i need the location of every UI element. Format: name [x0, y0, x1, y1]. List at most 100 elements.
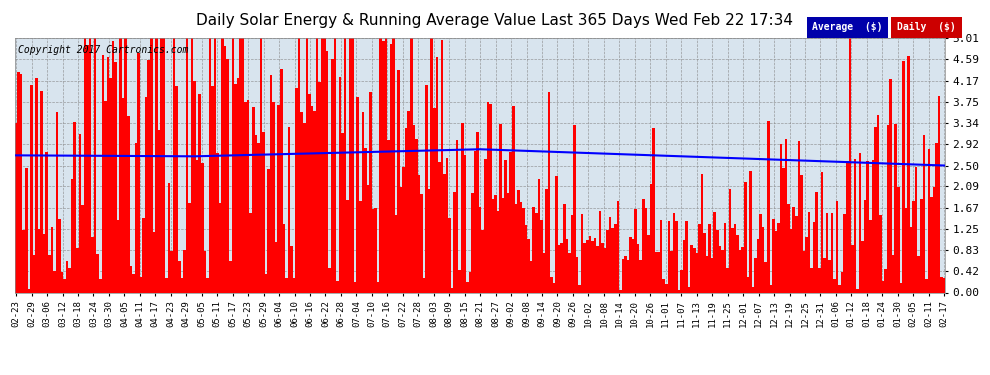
- Bar: [102, 55, 104, 292]
- Bar: [222, 38, 224, 292]
- Bar: [180, 278, 183, 292]
- Bar: [348, 38, 351, 292]
- Bar: [502, 198, 504, 292]
- Bar: [714, 212, 716, 292]
- Bar: [86, 45, 89, 292]
- Bar: [89, 38, 91, 292]
- Bar: [145, 97, 148, 292]
- Bar: [680, 270, 683, 292]
- Bar: [216, 153, 219, 292]
- Bar: [188, 202, 191, 292]
- Bar: [249, 213, 252, 292]
- Bar: [685, 220, 688, 292]
- Bar: [841, 272, 843, 292]
- Bar: [73, 122, 76, 292]
- Bar: [306, 38, 308, 292]
- Bar: [637, 244, 640, 292]
- Bar: [46, 152, 48, 292]
- Bar: [405, 128, 408, 292]
- Bar: [321, 38, 324, 292]
- Bar: [288, 127, 290, 292]
- Bar: [696, 253, 698, 292]
- Bar: [614, 225, 617, 292]
- Bar: [790, 229, 792, 292]
- Bar: [254, 135, 257, 292]
- Bar: [112, 41, 114, 292]
- Bar: [282, 224, 285, 292]
- Bar: [643, 199, 644, 292]
- Bar: [441, 40, 444, 292]
- Bar: [41, 91, 43, 292]
- Bar: [497, 211, 499, 292]
- Bar: [165, 278, 168, 292]
- Bar: [660, 220, 662, 292]
- Bar: [448, 218, 450, 292]
- Bar: [565, 239, 568, 292]
- Bar: [560, 243, 563, 292]
- Bar: [120, 38, 122, 292]
- Bar: [186, 38, 188, 292]
- Bar: [843, 214, 846, 292]
- Bar: [155, 38, 157, 292]
- Bar: [359, 201, 361, 292]
- Bar: [764, 262, 767, 292]
- Bar: [787, 204, 790, 292]
- Bar: [311, 106, 313, 292]
- Bar: [550, 277, 552, 292]
- Bar: [206, 278, 209, 292]
- Bar: [135, 143, 138, 292]
- Bar: [486, 102, 489, 292]
- Bar: [492, 199, 494, 292]
- Bar: [826, 213, 829, 292]
- Bar: [861, 241, 864, 292]
- Bar: [329, 268, 331, 292]
- Bar: [402, 167, 405, 292]
- Bar: [461, 123, 463, 292]
- Bar: [245, 102, 247, 292]
- Bar: [428, 189, 431, 292]
- Bar: [928, 149, 931, 292]
- Bar: [132, 274, 135, 292]
- Bar: [285, 278, 288, 292]
- Bar: [756, 239, 759, 292]
- Bar: [818, 268, 821, 292]
- Bar: [754, 258, 756, 292]
- Bar: [196, 160, 198, 292]
- Bar: [247, 99, 249, 292]
- Bar: [183, 250, 186, 292]
- Bar: [630, 237, 632, 292]
- Bar: [803, 251, 805, 292]
- Bar: [408, 111, 410, 292]
- Bar: [925, 279, 928, 292]
- Bar: [808, 211, 811, 292]
- Bar: [657, 252, 660, 292]
- Bar: [229, 261, 232, 292]
- Bar: [632, 239, 635, 292]
- Bar: [418, 175, 420, 292]
- Bar: [204, 251, 206, 292]
- Bar: [573, 125, 576, 292]
- Bar: [708, 224, 711, 292]
- Bar: [458, 270, 461, 292]
- Bar: [879, 215, 882, 292]
- Bar: [28, 289, 30, 292]
- Bar: [400, 187, 402, 292]
- Bar: [675, 221, 678, 292]
- Bar: [931, 197, 933, 292]
- Bar: [530, 261, 533, 292]
- Bar: [552, 282, 555, 292]
- Bar: [36, 78, 38, 292]
- Bar: [84, 38, 86, 292]
- Text: Average  ($): Average ($): [812, 22, 883, 32]
- Bar: [351, 38, 354, 292]
- Bar: [18, 72, 20, 292]
- Bar: [858, 153, 861, 292]
- Bar: [66, 261, 68, 292]
- Bar: [617, 201, 619, 292]
- Bar: [240, 38, 242, 292]
- Bar: [792, 207, 795, 292]
- Bar: [606, 230, 609, 292]
- Bar: [907, 57, 910, 292]
- Bar: [63, 279, 66, 292]
- Bar: [308, 94, 311, 292]
